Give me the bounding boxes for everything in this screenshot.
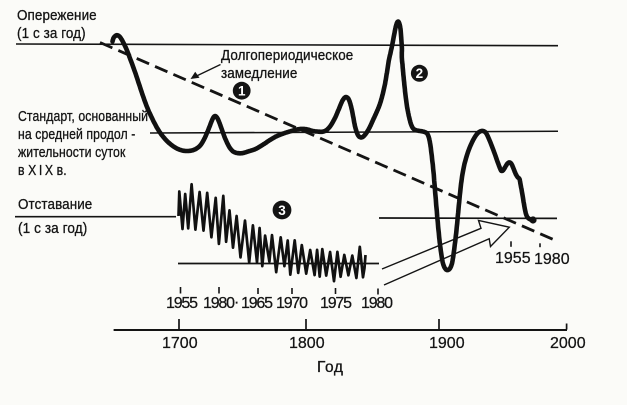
svg-text:1: 1 [238,84,246,99]
svg-text:2: 2 [416,66,424,81]
svg-text:3: 3 [278,203,286,218]
